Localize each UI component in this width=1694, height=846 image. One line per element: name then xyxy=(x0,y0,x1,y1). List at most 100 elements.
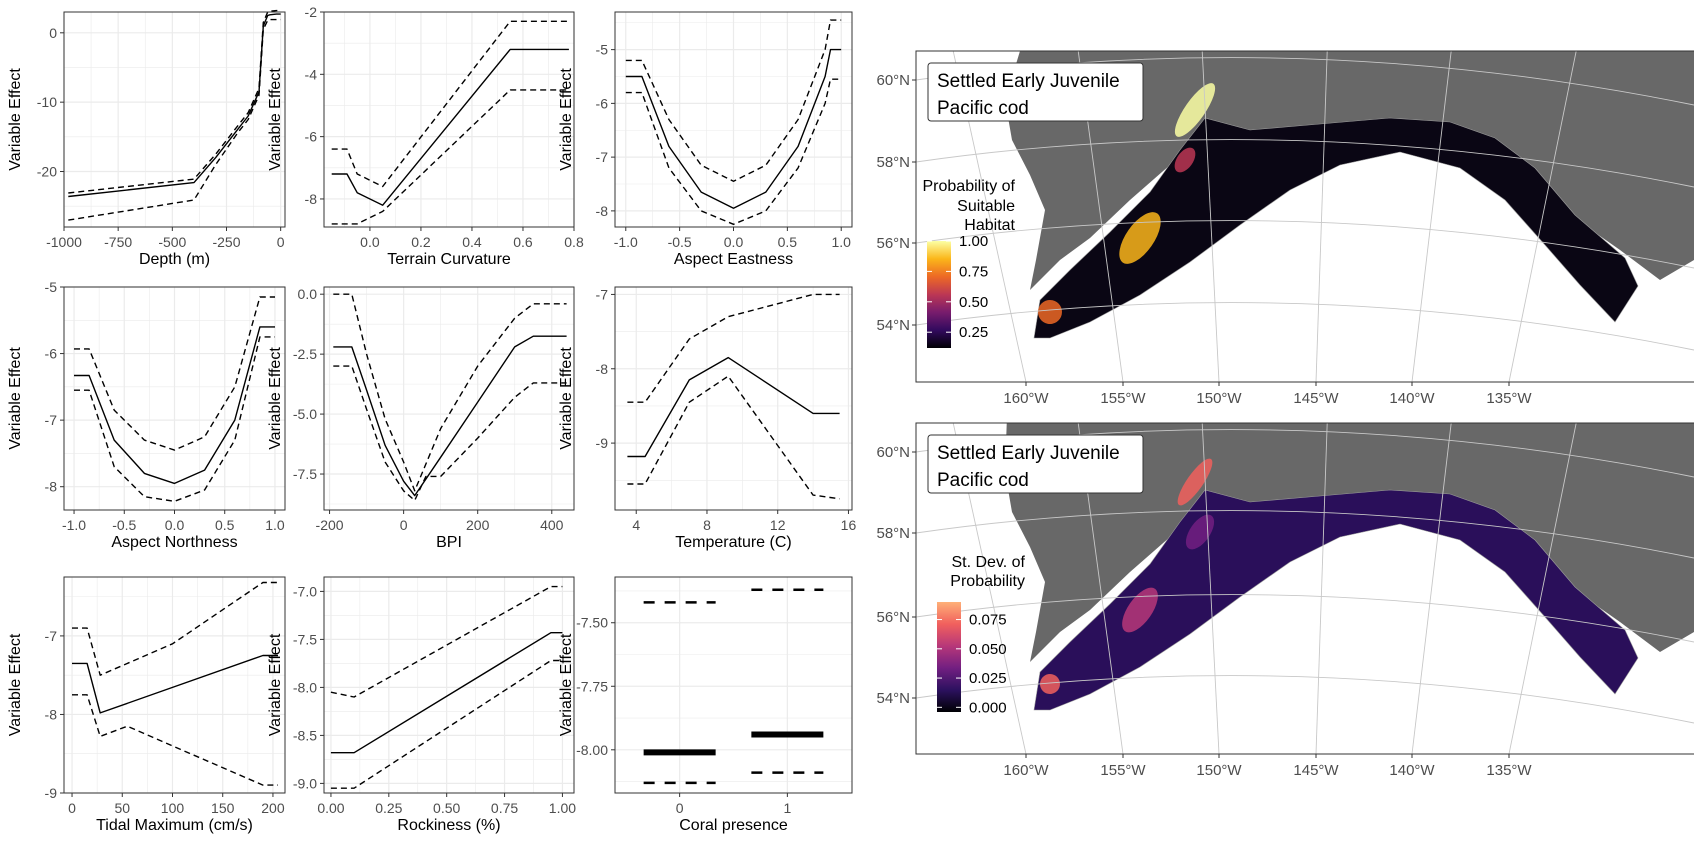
effect-panel-5: -7.5 -5.0 -2.5 0.0 -200 0 200 400 BPI Variable Ef… xyxy=(267,286,575,551)
title-box-frame xyxy=(927,62,1144,122)
map-border xyxy=(915,50,1694,383)
legend-label: 0.075 xyxy=(969,612,1007,629)
series-dashed-line xyxy=(330,659,563,789)
series-dashed-line xyxy=(74,296,275,451)
y-axis-label: Variable Effect xyxy=(267,347,284,450)
x-tick-label: 1 xyxy=(783,800,791,816)
y-tick-label: -8.0 xyxy=(293,679,317,695)
x-tick-label: 0.0 xyxy=(360,234,380,250)
x-axis-label: Temperature (C) xyxy=(675,534,791,551)
habitat-highlight xyxy=(1174,83,1216,137)
x-tick-label: 0.75 xyxy=(491,800,518,816)
effect-panel-7: -9 -8 -7 0 50 100 150 200 Tidal Maximum (cm/s) Va… xyxy=(7,576,286,834)
lon-label: 145°W xyxy=(1293,762,1339,779)
map-title-line1: Settled Early Juvenile xyxy=(937,443,1120,464)
habitat-maps: 60°N 58°N 56°N 54°N 160°W 155°W 150°W 145°W 140°… xyxy=(876,50,1694,779)
y-tick-label: -2 xyxy=(305,4,318,20)
lat-label: 56°N xyxy=(876,235,910,252)
series-dashed-line xyxy=(74,336,275,502)
x-axis-label: Aspect Northness xyxy=(111,534,237,551)
map-title-line1: Settled Early Juvenile xyxy=(937,71,1120,92)
lat-label: 54°N xyxy=(876,690,910,707)
y-tick-label: -9 xyxy=(45,785,58,801)
legend-colorbar xyxy=(927,241,951,348)
latitude-line xyxy=(916,510,1694,559)
y-tick-label: -6 xyxy=(45,346,58,362)
x-tick-label: -1000 xyxy=(46,234,82,250)
lon-label: 155°W xyxy=(1100,762,1146,779)
series-dashed-line xyxy=(68,18,281,221)
x-tick-label: 16 xyxy=(841,517,857,533)
effect-panel-1: -20 -10 0 -1000 -750 -500 -250 0 Depth (m) Variab… xyxy=(7,9,286,268)
lon-label: 145°W xyxy=(1293,390,1339,407)
y-tick-label: -7 xyxy=(596,286,609,302)
legend-label: 0.050 xyxy=(969,641,1007,658)
lat-label: 60°N xyxy=(876,72,910,89)
series-dashed-line xyxy=(331,20,569,188)
x-tick-label: 12 xyxy=(770,517,786,533)
y-tick-label: -8 xyxy=(596,361,609,377)
y-axis-label: Variable Effect xyxy=(558,347,575,450)
panel-border xyxy=(614,286,853,511)
y-tick-label: -20 xyxy=(37,164,57,180)
y-tick-label: -9.0 xyxy=(293,775,317,791)
map-title-line2: Pacific cod xyxy=(937,98,1029,119)
legend-label: 0.000 xyxy=(969,699,1007,716)
legend-label: 0.025 xyxy=(969,670,1007,687)
map-legend: St. Dev. of Probability 0.075 0.050 0.025 0.0… xyxy=(937,554,1026,716)
y-tick-label: -8.5 xyxy=(293,727,317,743)
x-tick-label: 4 xyxy=(632,517,640,533)
x-tick-label: 0 xyxy=(68,800,76,816)
x-tick-label: -1.0 xyxy=(614,234,638,250)
panel-border xyxy=(323,576,575,794)
y-tick-label: -6 xyxy=(596,95,609,111)
map-title-box: Settled Early Juvenile Pacific cod xyxy=(927,434,1144,494)
grid xyxy=(615,12,852,227)
legend-title-line: Probability of xyxy=(923,178,1016,195)
y-tick-label: -8 xyxy=(596,203,609,219)
x-tick-label: 0.00 xyxy=(317,800,344,816)
y-axis-label: Variable Effect xyxy=(7,347,24,450)
x-axis-label: Coral presence xyxy=(679,817,788,834)
y-axis-label: Variable Effect xyxy=(7,68,24,171)
series-dashed-line xyxy=(333,365,567,502)
x-tick-label: 400 xyxy=(540,517,564,533)
map-area xyxy=(916,423,1694,754)
x-tick-label: 0.6 xyxy=(513,234,533,250)
x-axis-label: Rockiness (%) xyxy=(397,817,500,834)
lon-label: 160°W xyxy=(1003,762,1049,779)
y-tick-label: -5.0 xyxy=(293,406,317,422)
legend-label: 0.50 xyxy=(959,294,988,311)
series-dashed-line xyxy=(72,581,278,676)
series-solid-line xyxy=(330,632,563,754)
latitude-line xyxy=(916,139,1694,188)
series-solid-line xyxy=(74,326,275,485)
series-solid-line xyxy=(72,654,278,714)
x-tick-label: -0.5 xyxy=(112,517,136,533)
y-tick-label: -7 xyxy=(45,628,58,644)
x-tick-label: 8 xyxy=(703,517,711,533)
y-tick-label: -7.5 xyxy=(293,466,317,482)
series-dashed-line xyxy=(72,694,278,786)
land-mass xyxy=(1005,423,1694,662)
habitat-highlight xyxy=(1122,587,1158,633)
series-dashed-line xyxy=(331,89,569,225)
grid xyxy=(64,577,285,794)
y-tick-label: -8 xyxy=(45,479,58,495)
y-tick-label: -7.75 xyxy=(576,678,608,694)
legend-title-line: Suitable xyxy=(957,198,1015,215)
x-tick-label: 1.00 xyxy=(549,800,576,816)
longitude-line xyxy=(1411,423,1452,754)
habitat-highlight xyxy=(1040,674,1060,694)
longitude-line xyxy=(1508,423,1577,754)
x-tick-label: -750 xyxy=(104,234,132,250)
longitude-line xyxy=(1315,51,1328,382)
y-tick-label: -2.5 xyxy=(293,346,317,362)
series-solid-line xyxy=(627,356,840,458)
x-axis-label: Tidal Maximum (cm/s) xyxy=(96,817,253,834)
y-tick-label: -7 xyxy=(45,412,58,428)
x-tick-label: 0.0 xyxy=(724,234,744,250)
lat-label: 58°N xyxy=(876,154,910,171)
